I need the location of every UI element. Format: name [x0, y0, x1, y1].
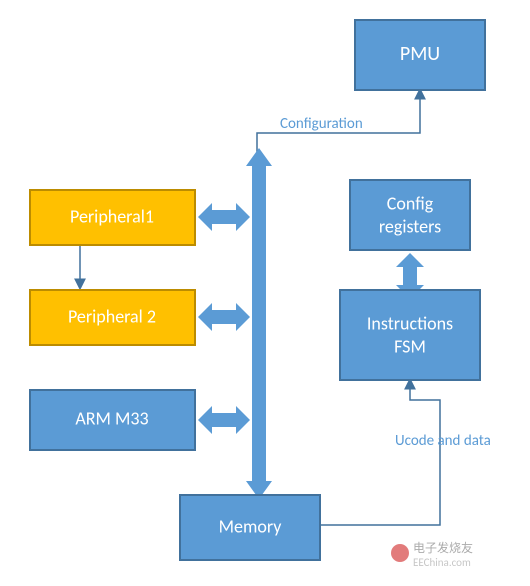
svg-text:电子发烧友: 电子发烧友: [413, 540, 473, 556]
node-instructions-fsm: Instructions FSM: [340, 290, 480, 380]
node-peripheral1-label: Peripheral1: [70, 205, 154, 227]
label-ucode: Ucode and data: [395, 432, 491, 450]
connector-ucode: Ucode and data: [320, 380, 491, 525]
node-peripheral2: Peripheral 2: [30, 290, 195, 345]
node-arm-m33: ARM M33: [30, 390, 195, 450]
node-pmu-label: PMU: [400, 42, 440, 66]
watermark: 电子发烧友 EEChina.com: [391, 540, 473, 569]
node-memory: Memory: [180, 495, 320, 560]
svg-text:Config: Config: [387, 192, 434, 214]
node-memory-label: Memory: [219, 515, 283, 537]
svg-text:registers: registers: [379, 215, 441, 237]
bus-arrow-arm: [198, 406, 250, 434]
node-arm-m33-label: ARM M33: [75, 407, 148, 429]
bus: [246, 148, 272, 499]
svg-text:FSM: FSM: [394, 335, 426, 357]
node-pmu: PMU: [355, 20, 485, 90]
bus-arrow-p2: [198, 303, 250, 331]
bus-arrow-p1: [198, 203, 250, 231]
node-peripheral2-label: Peripheral 2: [68, 305, 156, 327]
node-config-registers: Config registers: [350, 180, 470, 250]
node-peripheral1: Peripheral1: [30, 190, 195, 245]
label-configuration: Configuration: [280, 115, 363, 133]
svg-text:Instructions: Instructions: [367, 312, 453, 334]
connector-configuration: Configuration: [257, 90, 420, 160]
svg-text:EEChina.com: EEChina.com: [413, 556, 471, 569]
